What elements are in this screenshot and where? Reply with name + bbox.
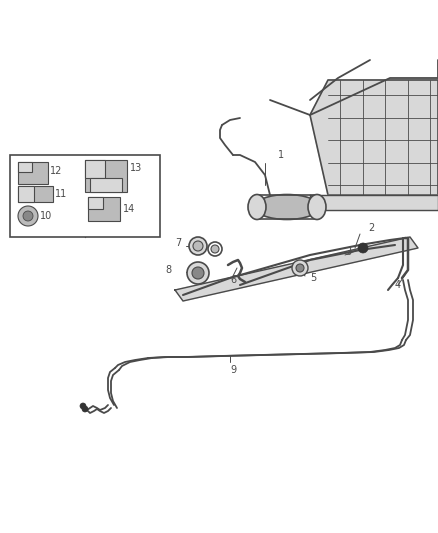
Text: 14: 14: [123, 204, 135, 214]
Bar: [90, 178, 122, 192]
Text: 5: 5: [310, 273, 316, 283]
Polygon shape: [310, 195, 438, 210]
Polygon shape: [310, 80, 438, 195]
Circle shape: [208, 242, 222, 256]
Bar: [18, 162, 48, 184]
Bar: [88, 197, 120, 221]
Bar: [85, 160, 105, 178]
Text: 7: 7: [175, 238, 181, 248]
Ellipse shape: [308, 195, 326, 220]
Text: 8: 8: [165, 265, 171, 275]
Circle shape: [358, 243, 368, 253]
Bar: [85, 160, 127, 192]
Circle shape: [82, 406, 88, 412]
Text: 2: 2: [368, 223, 374, 233]
Circle shape: [211, 245, 219, 253]
Ellipse shape: [254, 195, 319, 220]
Circle shape: [23, 211, 33, 221]
Circle shape: [18, 206, 38, 226]
Bar: [18, 186, 34, 202]
Circle shape: [187, 262, 209, 284]
Circle shape: [80, 403, 86, 409]
Bar: [10, 155, 160, 237]
Bar: [18, 186, 53, 202]
Polygon shape: [175, 237, 418, 301]
Text: 3: 3: [345, 247, 351, 257]
Text: 13: 13: [130, 163, 142, 173]
Circle shape: [189, 237, 207, 255]
Ellipse shape: [248, 195, 266, 220]
Text: 12: 12: [50, 166, 62, 176]
Text: 4: 4: [395, 280, 401, 290]
Circle shape: [292, 260, 308, 276]
Bar: [88, 197, 103, 209]
Bar: [18, 162, 32, 172]
Circle shape: [193, 241, 203, 251]
Circle shape: [192, 267, 204, 279]
Text: 9: 9: [230, 365, 236, 375]
Text: 6: 6: [230, 275, 236, 285]
Text: 10: 10: [40, 211, 52, 221]
Circle shape: [296, 264, 304, 272]
Text: 1: 1: [278, 150, 284, 160]
Text: 11: 11: [55, 189, 67, 199]
